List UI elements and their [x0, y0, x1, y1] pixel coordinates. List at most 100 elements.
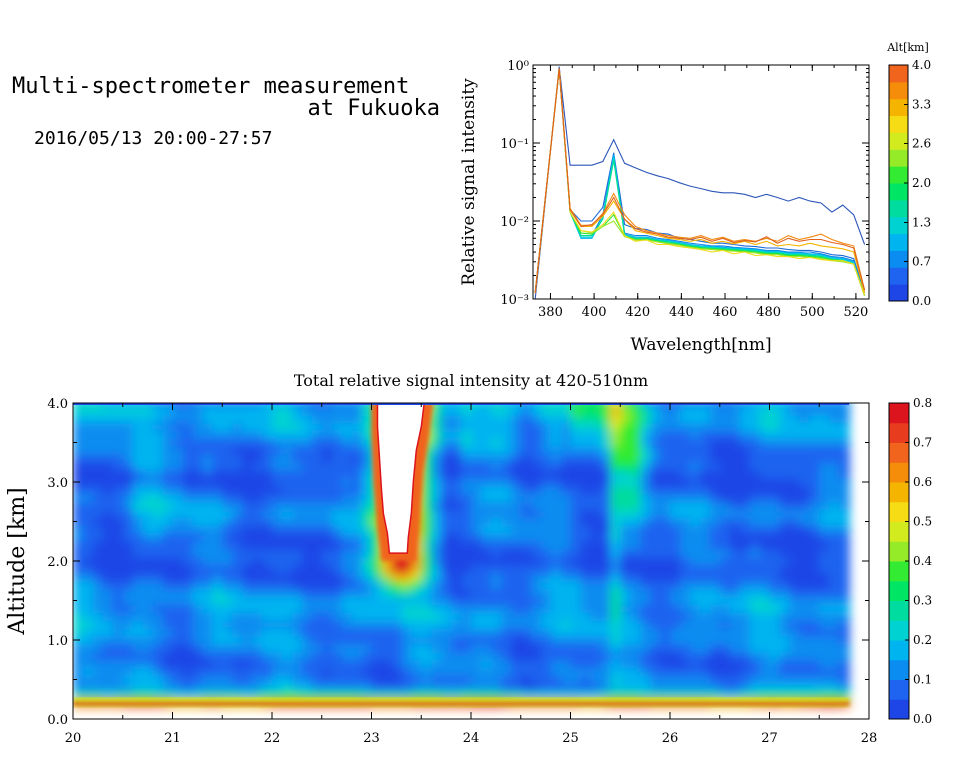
heatmap-cell — [222, 414, 233, 424]
heatmap-cell — [202, 414, 213, 424]
heatmap-cell — [421, 470, 432, 479]
heatmap-cell — [819, 430, 830, 440]
heatmap-cell — [829, 580, 840, 590]
heatmap-cell — [550, 541, 562, 550]
heatmap-cell — [461, 675, 472, 684]
heatmap-cell — [749, 406, 761, 416]
heatmap-cell — [689, 596, 701, 605]
heatmap-y-tick-label: 4.0 — [47, 397, 68, 412]
heatmap-cell — [341, 446, 353, 455]
heatmap-cell — [670, 620, 681, 629]
heatmap-cell — [262, 438, 273, 447]
heatmap-cell — [759, 620, 771, 629]
heatmap-cell — [182, 564, 194, 574]
heatmap-cell — [122, 564, 134, 574]
heatmap-cell — [520, 533, 532, 542]
heatmap-cell — [719, 683, 731, 692]
heatmap-cell — [550, 470, 562, 479]
heatmap-cell — [739, 485, 751, 495]
heatmap-cell — [749, 430, 761, 440]
heatmap-cell — [301, 403, 313, 408]
heatmap-cell — [222, 612, 233, 621]
heatmap-cell — [719, 541, 731, 550]
heatmap-cell — [610, 604, 621, 613]
heatmap-cell — [789, 403, 800, 408]
heatmap-cell — [789, 525, 800, 534]
heatmap-cell — [92, 588, 104, 598]
heatmap-cell — [660, 446, 671, 455]
heatmap-cell — [660, 628, 671, 637]
heatmap-cell — [610, 596, 621, 605]
heatmap-cell — [83, 414, 94, 424]
heatmap-cell — [610, 549, 621, 558]
heatmap-cell — [560, 525, 572, 534]
heatmap-cell — [540, 533, 552, 542]
heatmap-cell — [351, 667, 363, 677]
heatmap-cell — [132, 478, 144, 487]
heatmap-cell — [421, 549, 432, 558]
heatmap-cell — [451, 525, 462, 534]
intensity-colorbar-tick-label: 0.5 — [913, 515, 932, 529]
heatmap-cell — [182, 462, 194, 471]
heatmap-cell — [560, 422, 572, 432]
heatmap-cell — [73, 659, 84, 669]
heatmap-cell — [530, 675, 542, 684]
heatmap-cell — [142, 588, 154, 598]
heatmap-cell — [590, 485, 601, 495]
heatmap-cell — [282, 517, 293, 526]
heatmap-cell — [600, 478, 611, 487]
heatmap-cell — [739, 691, 751, 700]
heatmap-cell — [729, 533, 741, 542]
heatmap-cell — [272, 470, 283, 479]
heatmap-cell — [421, 572, 432, 582]
heatmap-cell — [500, 430, 512, 440]
heatmap-cell — [73, 549, 84, 558]
heatmap-cell — [680, 651, 691, 661]
heatmap-cell — [152, 541, 164, 550]
heatmap-cell — [142, 478, 154, 487]
heatmap-cell — [451, 557, 462, 566]
heatmap-cell — [500, 414, 512, 424]
heatmap-cell — [749, 604, 761, 613]
heatmap-cell — [102, 406, 114, 416]
heatmap-cell — [381, 572, 393, 582]
heatmap-cell — [471, 588, 482, 598]
heatmap-cell — [779, 596, 791, 605]
heatmap-cell — [640, 493, 651, 503]
heatmap-cell — [600, 636, 611, 645]
heatmap-cell — [331, 414, 343, 424]
altitude-colorbar-swatch — [889, 216, 908, 235]
heatmap-cell — [699, 557, 711, 566]
heatmap-cell — [510, 485, 522, 495]
heatmap-cell — [580, 580, 592, 590]
heatmap-cell — [580, 604, 592, 613]
heatmap-cell — [630, 438, 641, 447]
heatmap-cell — [739, 501, 751, 511]
heatmap-cell — [311, 406, 323, 416]
heatmap-cell — [640, 612, 651, 621]
heatmap-cell — [411, 644, 422, 653]
heatmap-cell — [789, 493, 800, 503]
heatmap-cell — [272, 620, 283, 629]
heatmap-cell — [769, 533, 781, 542]
heatmap-cell — [262, 541, 273, 550]
heatmap-cell — [341, 422, 353, 432]
heatmap-cell — [600, 501, 611, 511]
heatmap-cell — [630, 493, 641, 503]
heatmap-cell — [769, 438, 781, 447]
heatmap-cell — [590, 620, 601, 629]
heatmap-cell — [481, 620, 492, 629]
heatmap-cell — [152, 675, 164, 684]
heatmap-cell — [749, 509, 761, 519]
heatmap-cell — [471, 478, 482, 487]
heatmap-cell — [431, 403, 442, 408]
heatmap-cell — [92, 675, 104, 684]
heatmap-cell — [520, 470, 532, 479]
heatmap-cell — [361, 588, 373, 598]
heatmap-cell — [102, 414, 114, 424]
heatmap-cell — [660, 564, 671, 574]
heatmap-cell — [331, 470, 343, 479]
heatmap-cell — [680, 580, 691, 590]
heatmap-cell — [411, 620, 422, 629]
heatmap-cell — [471, 667, 482, 677]
